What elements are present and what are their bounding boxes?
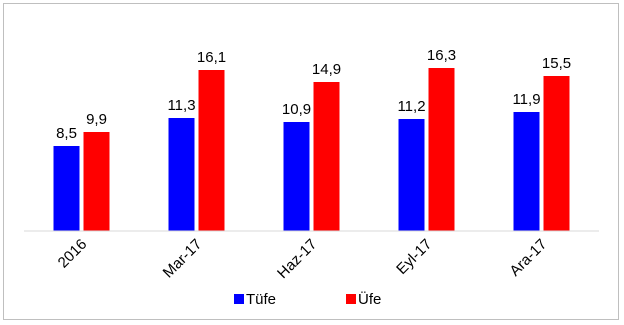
data-label: 9,9: [86, 111, 107, 128]
legend-swatch-Tüfe: [234, 294, 244, 304]
legend-swatch-Üfe: [346, 294, 356, 304]
bars-group: [53, 68, 570, 231]
data-label: 14,9: [312, 61, 341, 78]
legend: Tüfe Üfe: [234, 290, 381, 308]
bar-Tüfe-Mar-17: [168, 118, 195, 231]
data-label: 11,3: [167, 97, 195, 114]
bar-Tüfe-Haz-17: [283, 122, 310, 231]
data-label: 16,1: [197, 49, 226, 66]
bar-Üfe-Eyl-17: [428, 68, 455, 231]
legend-label: Üfe: [358, 290, 381, 308]
bar-Tüfe-Ara-17: [513, 112, 540, 231]
data-label: 15,5: [542, 55, 571, 72]
x-tick-labels-group: 2016 Mar-17 Haz-17 Eyl-17 Ara-17: [55, 236, 551, 282]
data-labels-group: 8,5 9,9 11,3 16,1 10,9 14,9 11,2 16,3 11,9 15,5: [56, 47, 571, 142]
bar-Tüfe-Eyl-17: [398, 119, 425, 231]
bar-Tüfe-2016: [53, 146, 80, 231]
bar-Üfe-Mar-17: [198, 70, 225, 231]
bar-Üfe-Haz-17: [313, 82, 340, 231]
x-tick-label: Eyl-17: [393, 236, 435, 278]
bar-chart: 8,5 9,9 11,3 16,1 10,9 14,9 11,2 16,3 11,9 15,5 2…: [24, 47, 599, 308]
data-label: 8,5: [56, 125, 77, 142]
data-label: 11,9: [512, 91, 540, 108]
x-tick-label: Haz-17: [274, 236, 320, 282]
x-tick-label: Ara-17: [506, 236, 550, 280]
chart-frame: 8,5 9,9 11,3 16,1 10,9 14,9 11,2 16,3 11,9 15,5 2…: [3, 3, 619, 320]
x-tick-label: Mar-17: [160, 236, 206, 282]
data-label: 10,9: [282, 101, 311, 118]
x-tick-label: 2016: [55, 236, 91, 272]
data-label: 16,3: [427, 47, 456, 64]
bar-Üfe-Ara-17: [543, 76, 570, 231]
bar-Üfe-2016: [83, 132, 110, 231]
data-label: 11,2: [397, 98, 425, 115]
legend-label: Tüfe: [246, 291, 276, 308]
